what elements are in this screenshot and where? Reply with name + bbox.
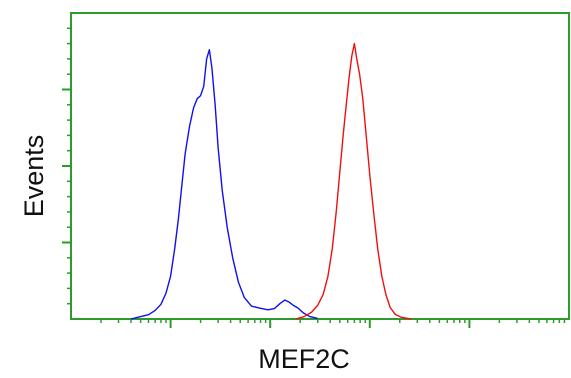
axis-ticks [62,27,566,328]
x-axis-label: MEF2C [258,344,350,374]
series-layer [130,42,412,320]
series-line-1 [295,42,412,320]
y-axis-label: Events [19,135,49,218]
plot-area-border [70,12,570,320]
series-line-0 [130,49,318,320]
